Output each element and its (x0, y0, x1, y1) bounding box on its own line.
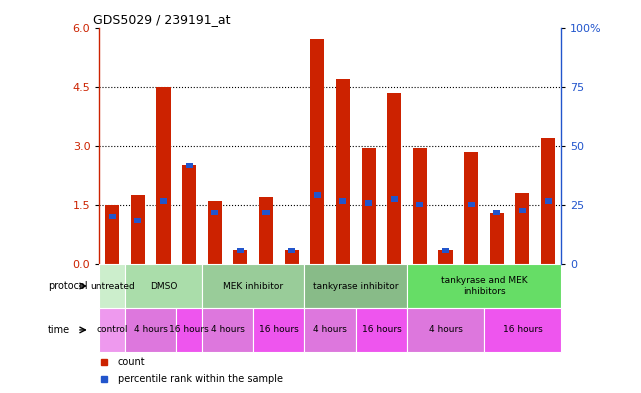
Bar (202, 308, 253, 352)
Text: DMSO: DMSO (150, 281, 177, 290)
Text: percentile rank within the sample: percentile rank within the sample (118, 374, 283, 384)
Bar (105, 205, 119, 264)
Bar (314, 193, 320, 198)
Text: 4 hours: 4 hours (211, 325, 244, 334)
Bar (494, 210, 500, 215)
Bar (212, 210, 218, 215)
Bar (182, 165, 196, 264)
Bar (515, 193, 529, 264)
Bar (519, 208, 526, 213)
Bar (407, 264, 561, 308)
Bar (391, 196, 397, 202)
Bar (467, 202, 474, 208)
Bar (263, 210, 269, 215)
Bar (160, 198, 167, 204)
Bar (362, 148, 376, 264)
Text: GDS5029 / 239191_at: GDS5029 / 239191_at (93, 13, 231, 26)
Bar (99, 308, 125, 352)
Text: 4 hours: 4 hours (313, 325, 347, 334)
Bar (125, 264, 202, 308)
Bar (131, 195, 145, 264)
Bar (541, 138, 555, 264)
Bar (304, 308, 356, 352)
Bar (417, 202, 423, 208)
Bar (336, 79, 350, 264)
Text: protocol: protocol (48, 281, 88, 291)
Bar (356, 308, 407, 352)
Bar (253, 308, 304, 352)
Bar (109, 214, 116, 219)
Bar (125, 308, 176, 352)
Bar (484, 308, 561, 352)
Text: 16 hours: 16 hours (503, 325, 542, 334)
Bar (208, 201, 222, 264)
Text: untreated: untreated (90, 281, 135, 290)
Text: 4 hours: 4 hours (134, 325, 167, 334)
Text: tankyrase inhibitor: tankyrase inhibitor (313, 281, 399, 290)
Text: time: time (48, 325, 71, 335)
Bar (340, 198, 346, 204)
Bar (202, 264, 304, 308)
Bar (304, 264, 407, 308)
Bar (365, 200, 372, 206)
Bar (407, 308, 484, 352)
Bar (156, 86, 171, 264)
Bar (176, 308, 202, 352)
Bar (310, 39, 324, 264)
Text: 16 hours: 16 hours (259, 325, 299, 334)
Bar (285, 250, 299, 264)
Text: 16 hours: 16 hours (169, 325, 209, 334)
Text: control: control (96, 325, 128, 334)
Text: 16 hours: 16 hours (362, 325, 401, 334)
Bar (490, 213, 504, 264)
Bar (442, 248, 449, 253)
Bar (387, 93, 401, 264)
Text: 4 hours: 4 hours (429, 325, 462, 334)
Bar (259, 197, 273, 264)
Text: MEK inhibitor: MEK inhibitor (223, 281, 283, 290)
Bar (464, 152, 478, 264)
Text: count: count (118, 357, 146, 367)
Bar (237, 248, 244, 253)
Bar (438, 250, 453, 264)
Bar (288, 248, 295, 253)
Bar (413, 148, 427, 264)
Bar (545, 198, 551, 204)
Bar (186, 163, 192, 168)
Bar (233, 250, 247, 264)
Bar (135, 218, 141, 223)
Text: tankyrase and MEK
inhibitors: tankyrase and MEK inhibitors (440, 276, 528, 296)
Bar (99, 264, 125, 308)
